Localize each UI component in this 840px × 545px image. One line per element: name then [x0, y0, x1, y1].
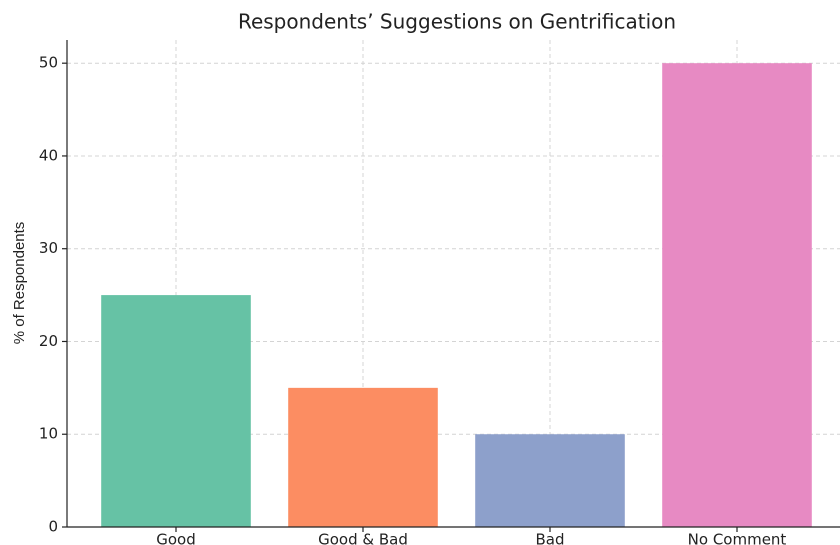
y-tick-label: 0: [48, 518, 58, 536]
bar: [288, 387, 438, 527]
chart-title: Respondents’ Suggestions on Gentrificati…: [238, 10, 676, 34]
y-tick-label: 40: [39, 146, 58, 164]
bar: [101, 295, 251, 527]
bar: [662, 63, 812, 527]
bars: [101, 63, 812, 527]
y-tick-label: 30: [39, 239, 58, 257]
axes: 0 10 20 30 40 50 Good Good & Bad Bad No Comment: [39, 40, 840, 545]
y-tick-label: 50: [39, 54, 58, 72]
x-tick-label: Good & Bad: [318, 531, 408, 545]
x-tick-label: Bad: [535, 531, 564, 545]
y-tick-label: 20: [39, 332, 58, 350]
x-tick-label: No Comment: [688, 531, 787, 545]
x-tick-label: Good: [156, 531, 196, 545]
y-axis-label: % of Respondents: [11, 222, 28, 345]
bar: [475, 434, 625, 527]
y-tick-label: 10: [39, 425, 58, 443]
